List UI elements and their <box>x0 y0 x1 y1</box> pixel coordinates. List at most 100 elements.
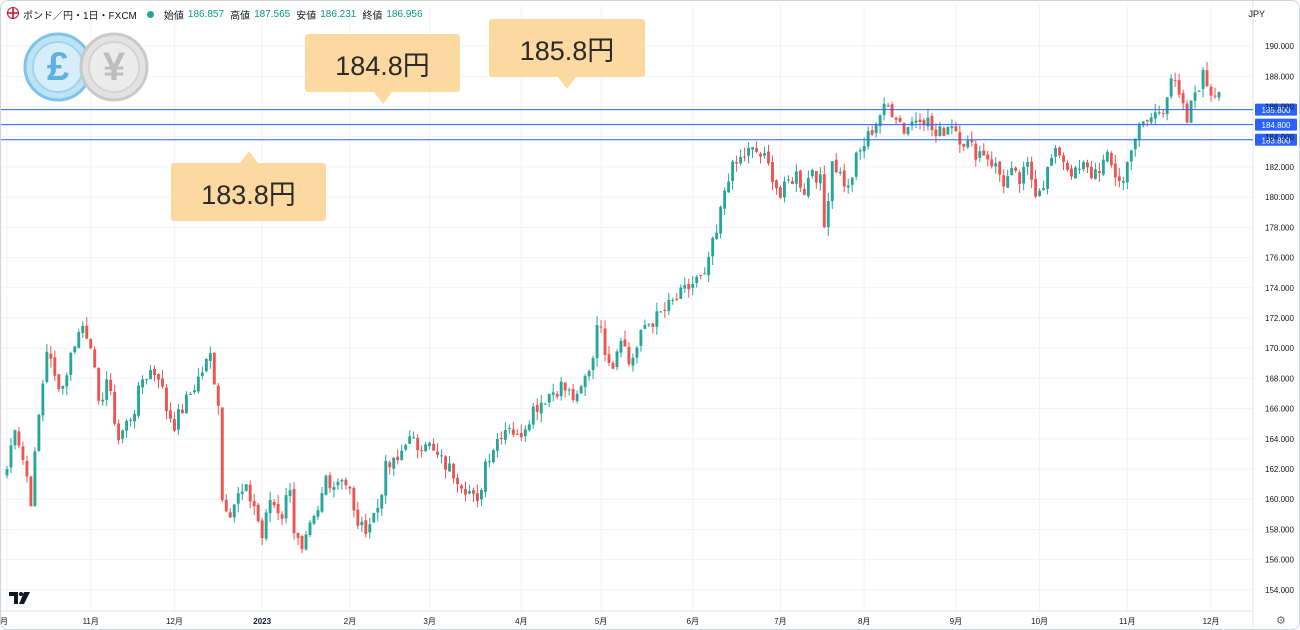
candle-body <box>1113 163 1117 178</box>
open-value: 186.857 <box>187 9 225 20</box>
candle-body <box>603 328 607 356</box>
candle-body <box>958 132 962 145</box>
candle-body <box>208 353 212 361</box>
candle-body <box>448 463 451 472</box>
candle-body <box>639 330 643 346</box>
candle-body <box>531 406 535 425</box>
candle-body <box>539 402 543 414</box>
candle-body <box>424 444 428 452</box>
candle-body <box>1153 112 1157 119</box>
candle-body <box>224 499 228 512</box>
candle-body <box>559 381 563 397</box>
settings-gear-icon[interactable]: ⚙ <box>1276 615 1286 627</box>
candle-body <box>280 514 284 519</box>
candle-body <box>922 120 926 126</box>
price-tick-label: 186.000 <box>1265 103 1294 112</box>
candle-body <box>643 325 647 329</box>
candle-body <box>775 180 778 189</box>
market-status-dot <box>146 11 154 18</box>
candle-body <box>631 357 635 366</box>
price-tick-label: 180.000 <box>1265 193 1294 202</box>
price-tick-label: 164.000 <box>1265 435 1294 444</box>
candle-body <box>1030 161 1034 180</box>
candle-body <box>1121 181 1125 183</box>
chart-header: ポンド／円・1日・FXCM 始値 186.857 高値 187.565 安値 186.… <box>7 7 423 22</box>
candle-body <box>998 161 1002 175</box>
level-price-tag <box>1255 103 1297 116</box>
candle-body <box>404 445 408 450</box>
candle-body <box>29 476 33 507</box>
candle-body <box>970 139 974 143</box>
candle-body <box>1050 157 1053 166</box>
candle-body <box>1213 95 1217 97</box>
candle-body <box>376 507 380 513</box>
candle-body <box>479 490 483 500</box>
candle-body <box>982 150 986 156</box>
candle-body <box>858 150 862 152</box>
candle-body <box>400 450 404 460</box>
time-tick-label: 10月 <box>1031 617 1048 626</box>
candle-body <box>1002 175 1006 187</box>
candle-body <box>348 486 352 489</box>
low-label: 安値 <box>296 11 317 22</box>
candle-body <box>535 404 539 412</box>
candle-body <box>707 256 711 276</box>
candle-body <box>81 325 85 334</box>
candle-body <box>176 409 180 430</box>
candle-body <box>834 159 838 173</box>
close-label: 終値 <box>362 11 383 22</box>
candle-body <box>583 376 587 388</box>
candle-body <box>886 105 890 107</box>
candle-body <box>994 163 998 167</box>
time-tick-label: 2月 <box>344 617 356 626</box>
candle-body <box>1026 161 1030 167</box>
candle-body <box>663 309 667 311</box>
candle-body <box>918 119 922 122</box>
candle-body <box>1165 97 1169 115</box>
candle-body <box>272 501 276 506</box>
candle-body <box>1093 169 1097 179</box>
level-price-tag <box>1255 133 1297 146</box>
time-tick-label: 2023 <box>253 617 271 626</box>
candle-body <box>1082 162 1085 170</box>
candle-body <box>65 375 69 387</box>
candle-body <box>352 488 356 511</box>
candle-body <box>77 332 81 348</box>
candle-body <box>452 463 455 479</box>
candle-body <box>344 479 348 486</box>
candle-body <box>962 143 966 147</box>
high-value: 187.565 <box>254 9 291 20</box>
candle-body <box>810 170 814 177</box>
candle-body <box>428 442 432 447</box>
candle-body <box>771 162 774 182</box>
symbol-title[interactable]: ポンド／円・1日・FXCM <box>23 11 137 22</box>
candle-body <box>483 461 487 492</box>
candle-body <box>543 403 547 405</box>
currency-label: JPY <box>1248 9 1265 19</box>
price-tick-label: 168.000 <box>1265 374 1294 383</box>
candle-body <box>188 394 192 396</box>
candle-body <box>133 414 137 422</box>
candle-body <box>599 326 603 328</box>
price-tick-label: 156.000 <box>1265 556 1294 565</box>
candle-body <box>61 385 65 389</box>
candle-body <box>567 389 571 391</box>
candle-body <box>523 429 527 437</box>
candle-body <box>938 126 942 136</box>
yen-coin-icon: ¥ <box>79 32 149 107</box>
candle-body <box>731 161 735 181</box>
price-tick-label: 176.000 <box>1265 254 1294 263</box>
tradingview-logo-icon[interactable] <box>9 591 31 608</box>
price-tick-label: 166.000 <box>1265 405 1294 414</box>
candle-body <box>45 351 49 382</box>
price-tick-label: 158.000 <box>1265 525 1294 534</box>
candle-body <box>926 117 930 127</box>
candle-body <box>651 323 655 327</box>
candle-body <box>336 481 340 486</box>
candle-body <box>1141 121 1145 126</box>
time-tick-label: 月 <box>1 617 8 626</box>
candle-body <box>503 429 507 440</box>
candle-body <box>751 147 754 150</box>
candle-body <box>328 475 332 489</box>
